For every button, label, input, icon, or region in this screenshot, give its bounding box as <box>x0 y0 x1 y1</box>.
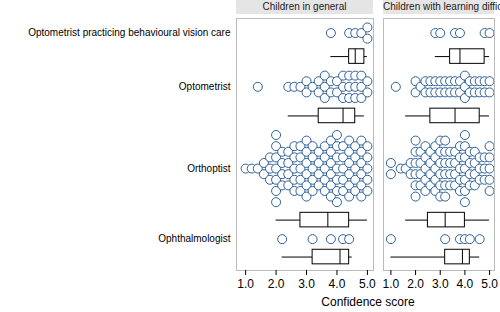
svg-text:2.0: 2.0 <box>268 277 285 291</box>
svg-text:Orthoptist: Orthoptist <box>187 163 231 174</box>
svg-text:Optometrist: Optometrist <box>179 81 231 92</box>
svg-text:4.0: 4.0 <box>329 277 346 291</box>
html-text:Children in general: Children in general <box>262 1 347 12</box>
svg-text:1.0: 1.0 <box>383 277 400 291</box>
svg-text:5.0: 5.0 <box>481 277 498 291</box>
svg-text:3.0: 3.0 <box>298 277 315 291</box>
html-text:Confidence score: Confidence score <box>321 295 415 309</box>
svg-text:2.0: 2.0 <box>407 277 424 291</box>
svg-text:1.0: 1.0 <box>237 277 254 291</box>
svg-text:Optometrist practicing behavio: Optometrist practicing behavioural visio… <box>28 27 231 38</box>
svg-text:5.0: 5.0 <box>359 277 376 291</box>
svg-text:3.0: 3.0 <box>432 277 449 291</box>
svg-text:Ophthalmologist: Ophthalmologist <box>158 233 230 244</box>
svg-text:4.0: 4.0 <box>457 277 474 291</box>
